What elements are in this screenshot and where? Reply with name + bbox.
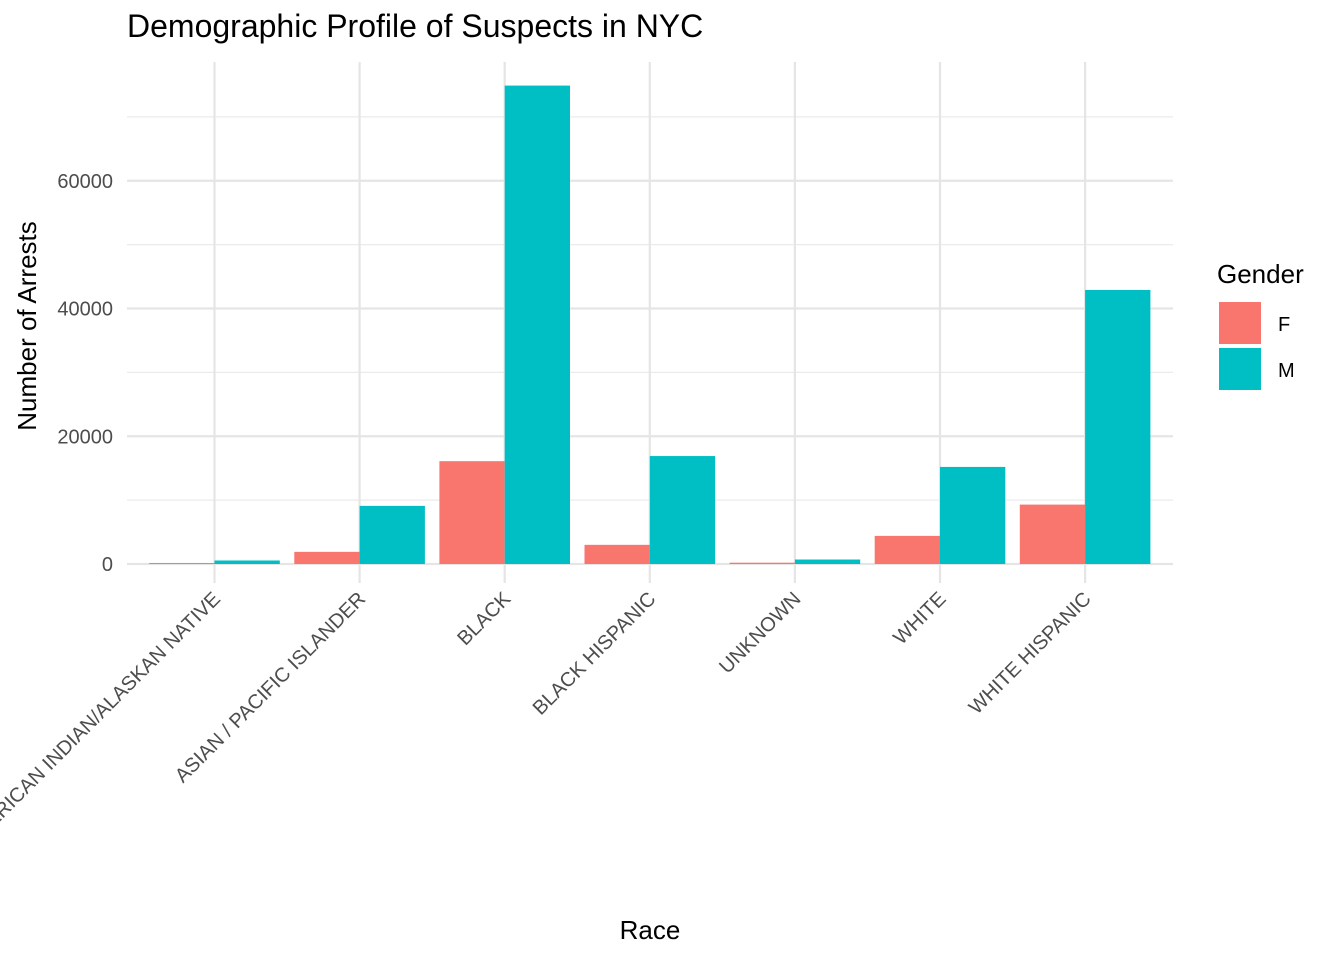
bar-m — [1085, 289, 1151, 564]
bars — [149, 85, 1151, 565]
bar-f — [149, 563, 215, 564]
bar-f — [729, 562, 795, 564]
bar-m — [359, 505, 425, 564]
bar-m — [504, 85, 570, 565]
y-tick-label: 40000 — [57, 299, 113, 321]
x-tick-label: AMERICAN INDIAN/ALASKAN NATIVE — [0, 588, 225, 853]
bar-f — [1019, 504, 1086, 564]
x-tick-label: WHITE — [889, 588, 950, 649]
y-axis-ticks: 0 20000 40000 60000 — [57, 171, 113, 576]
chart-title: Demographic Profile of Suspects in NYC — [127, 8, 704, 44]
bar-f — [294, 551, 360, 564]
x-tick-label: BLACK HISPANIC — [529, 588, 661, 720]
y-axis-title: Number of Arrests — [12, 221, 42, 431]
bar-f — [584, 544, 650, 564]
x-axis-title: Race — [620, 915, 681, 945]
bar-m — [940, 466, 1006, 564]
legend-title: Gender — [1217, 259, 1304, 289]
legend-label-m: M — [1278, 360, 1295, 382]
legend-key-m — [1219, 348, 1261, 390]
x-tick-label: BLACK — [453, 588, 515, 650]
legend: Gender F M — [1217, 259, 1304, 390]
y-tick-label: 0 — [102, 554, 113, 576]
x-tick-label: UNKNOWN — [715, 588, 805, 678]
x-tick-label: WHITE HISPANIC — [965, 588, 1096, 719]
bar-f — [874, 535, 940, 564]
y-tick-label: 60000 — [57, 171, 113, 193]
y-tick-label: 20000 — [57, 426, 113, 448]
bar-m — [214, 560, 280, 564]
bar-f — [439, 461, 505, 564]
legend-key-f — [1219, 302, 1261, 344]
bar-m — [649, 456, 716, 564]
legend-label-f: F — [1278, 314, 1290, 336]
bar-m — [794, 559, 861, 564]
